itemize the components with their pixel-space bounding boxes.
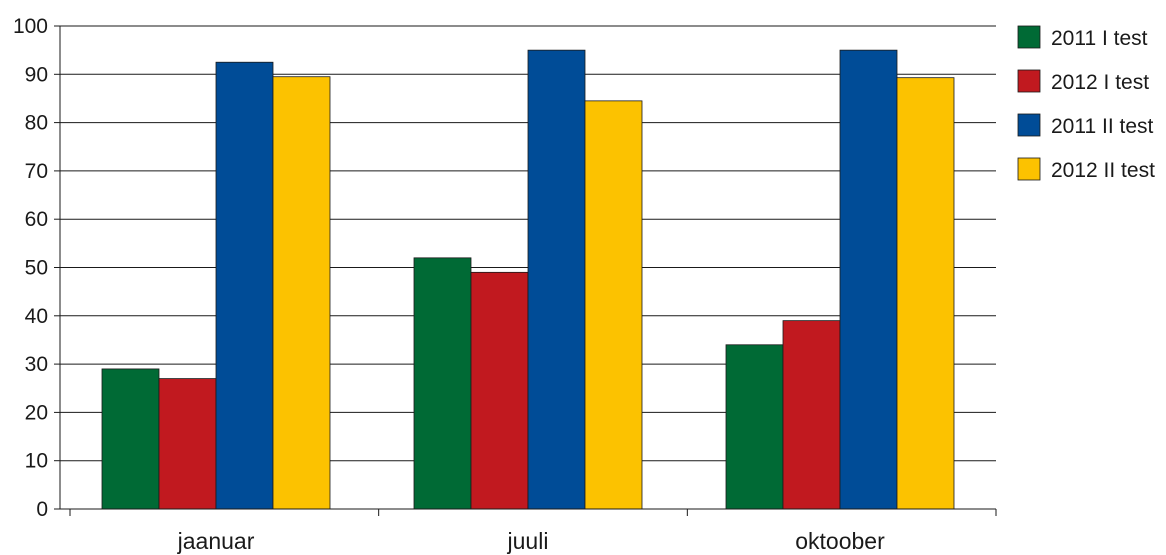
axes: [54, 25, 997, 516]
bar: [527, 49, 586, 510]
legend: 2011 I test 2012 I test 2011 II test 2012 I…: [1017, 25, 1155, 182]
legend-label: 2012 I test: [1051, 71, 1149, 94]
x-axis-category-labels: jaanuar juuli oktoober: [177, 528, 885, 554]
y-tick-label: 50: [25, 257, 48, 280]
y-tick-label: 0: [36, 498, 48, 521]
y-tick-label: 30: [25, 353, 48, 376]
bar: [215, 61, 274, 510]
bar: [839, 49, 898, 510]
bar: [413, 257, 472, 510]
y-tick-label: 80: [25, 112, 48, 135]
bar: [101, 368, 160, 510]
legend-swatch: [1017, 157, 1041, 181]
bar: [158, 378, 217, 510]
x-category-label: juuli: [507, 528, 549, 554]
legend-swatch: [1017, 69, 1041, 93]
legend-label: 2011 I test: [1051, 27, 1148, 50]
bar: [272, 76, 331, 510]
y-tick-label: 40: [25, 305, 48, 328]
y-axis-tick-labels: 0 10 20 30 40 50 60 70 80 90 100: [13, 15, 48, 521]
bars: [101, 49, 955, 510]
y-tick-label: 60: [25, 208, 48, 231]
y-tick-label: 10: [25, 450, 48, 473]
bar: [470, 271, 529, 510]
legend-swatch: [1017, 113, 1041, 137]
y-tick-label: 20: [25, 401, 48, 424]
legend-swatch: [1017, 25, 1041, 49]
y-tick-label: 70: [25, 160, 48, 183]
legend-label: 2012 II test: [1051, 159, 1155, 182]
legend-label: 2011 II test: [1051, 115, 1154, 138]
bar: [782, 320, 841, 510]
x-category-label: jaanuar: [177, 528, 255, 554]
bar: [725, 344, 784, 510]
y-tick-label: 90: [25, 63, 48, 86]
bar: [584, 100, 643, 510]
bar: [896, 77, 955, 510]
x-category-label: oktoober: [795, 528, 885, 554]
y-tick-label: 100: [13, 15, 48, 38]
